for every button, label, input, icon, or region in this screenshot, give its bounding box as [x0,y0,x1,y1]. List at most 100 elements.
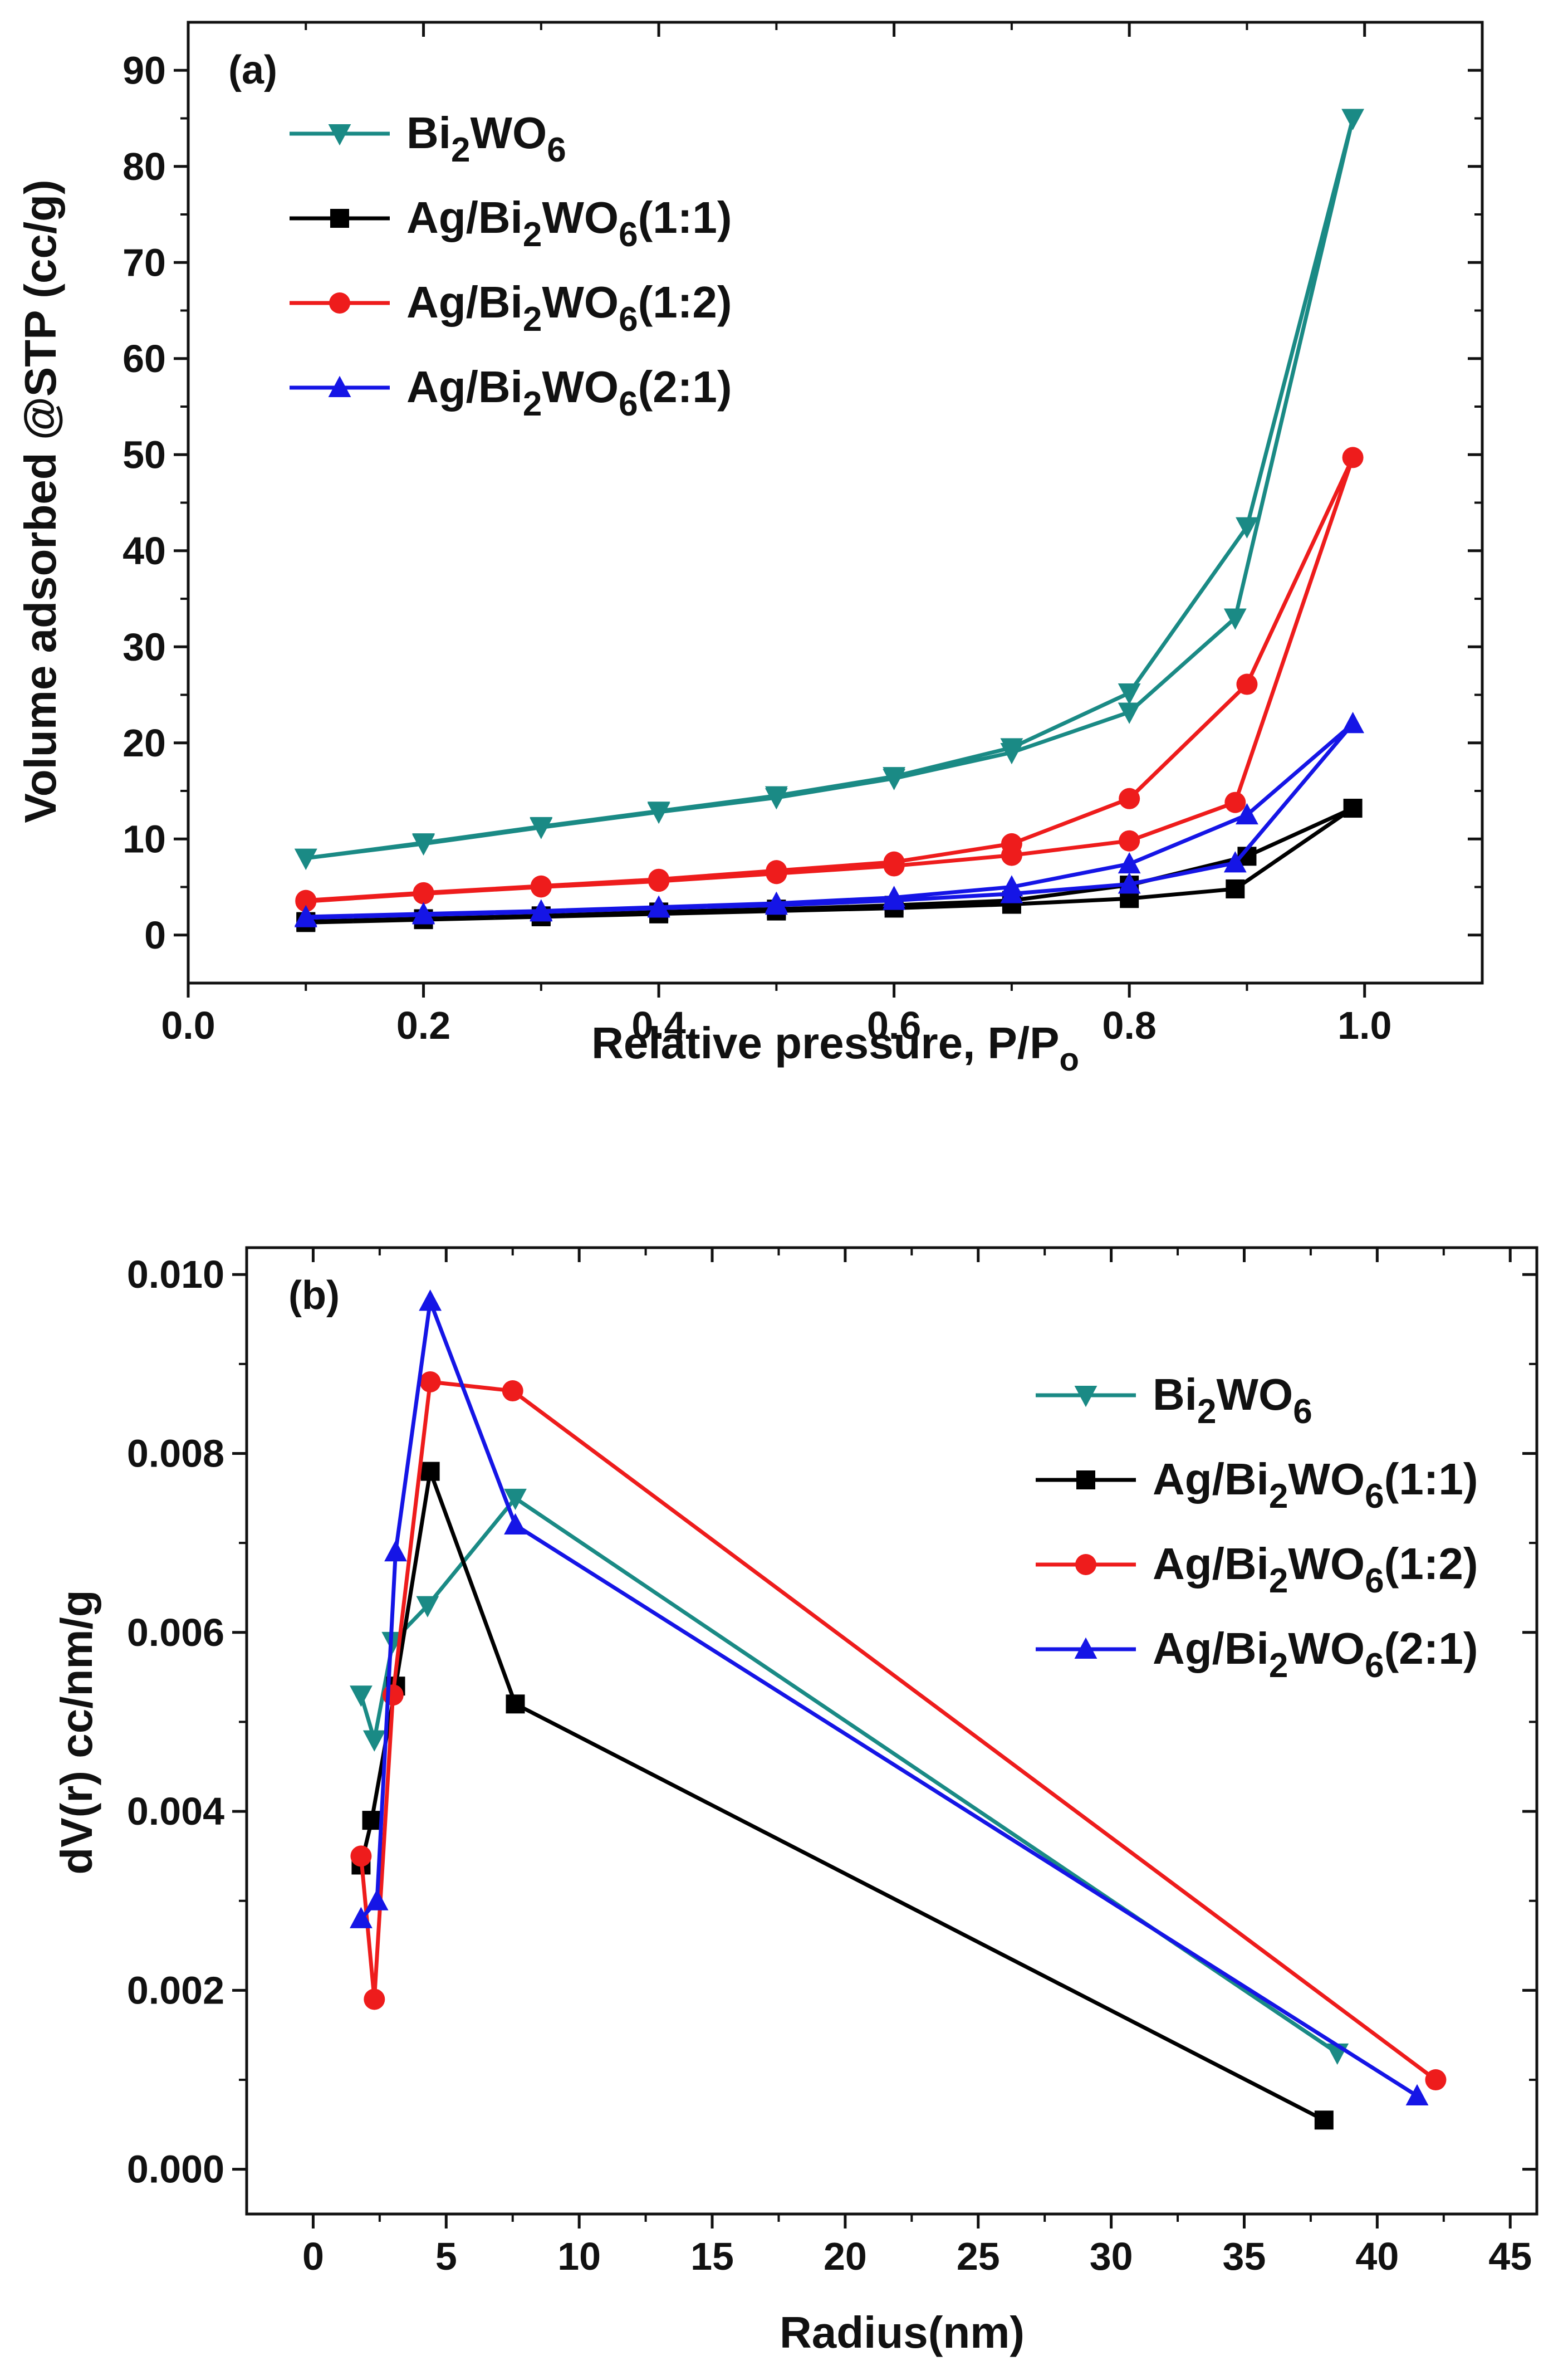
data-point [1226,879,1245,898]
x-tick-label: 5 [435,2235,457,2278]
legend-marker [1074,1386,1097,1408]
data-point [350,1845,372,1867]
x-tick-label: 1.0 [1337,1004,1391,1047]
data-point [1223,851,1247,873]
data-point [765,786,788,808]
y-tick-label: 0 [144,913,166,957]
data-point [412,833,435,855]
data-point [1314,2110,1334,2130]
data-point [362,1730,386,1752]
x-tick-label: 0.4 [631,1004,685,1047]
data-point [350,1685,373,1707]
series-bi2wo6 [294,109,1364,870]
y-tick-label: 60 [122,337,166,380]
data-point [1341,109,1364,130]
x-tick-label: 20 [824,2235,867,2278]
data-point [294,905,317,926]
data-point [294,848,317,870]
legend-entry: Ag/Bi2WO6(1:1) [406,193,732,254]
data-point [1118,683,1141,705]
legend-marker [1076,1470,1095,1489]
data-point [364,1988,385,2010]
plot-frame [245,1246,1538,2216]
data-point [1236,517,1258,539]
data-point [413,882,434,903]
data-point [1341,712,1364,734]
data-point [350,1907,373,1928]
series-line [359,1380,1437,2081]
y-tick-label: 70 [122,241,166,284]
data-point [765,891,788,913]
data-point [419,1371,441,1392]
y-tick-label: 0.006 [127,1611,224,1654]
data-point [647,895,670,917]
data-point [1000,738,1023,760]
series-ag-bi2wo6-1-2- [295,447,1364,912]
x-tick-label: 30 [1090,2235,1133,2278]
series-ag-bi2wo6-2-1- [350,1289,1429,2105]
y-tick-label: 0.000 [127,2148,224,2191]
legend-entry: Ag/Bi2WO6(2:1) [406,362,732,423]
y-tick-label: 40 [122,529,166,573]
data-point [504,1513,527,1535]
data-point [382,1684,404,1706]
data-point [530,875,552,897]
y-tick-label: 20 [122,721,166,765]
y-axis-label: Volume adsorbed @STP (cc/g) [16,179,65,823]
x-tick-label: 0.8 [1102,1004,1157,1047]
panel-b-label: (b) [288,1273,340,1318]
data-point [416,1596,439,1617]
legend-entry: Bi2WO6 [1153,1370,1312,1431]
x-tick-label: 0.6 [867,1004,921,1047]
data-point [1119,830,1140,852]
y-tick-label: 0.010 [127,1253,224,1296]
x-tick-label: 35 [1223,2235,1266,2278]
y-tick-label: 90 [122,48,166,92]
legend-marker [328,375,351,397]
data-point [384,1540,407,1562]
data-point [295,890,317,911]
legend-entry: Bi2WO6 [406,108,566,169]
legend-marker [329,292,350,314]
data-point [504,1488,527,1511]
x-tick-label: 15 [690,2235,734,2278]
data-point [1118,852,1141,874]
legend: Bi2WO6 Ag/Bi2WO6(1:1) Ag/Bi2WO6(1:2) Ag/Bi2… [290,108,732,423]
data-point [1425,2069,1447,2091]
data-point [365,1889,389,1910]
x-axis-label-subscript: o [1060,1042,1079,1078]
legend-entry: Ag/Bi2WO6(2:1) [1153,1624,1478,1685]
legend-marker [328,124,351,146]
data-point [1001,833,1022,854]
data-point [420,1462,440,1481]
legend-entry: Ag/Bi2WO6(1:2) [406,277,732,339]
legend-entry: Ag/Bi2WO6(1:1) [1153,1454,1478,1516]
series-ag-bi2wo6-1-2- [350,1371,1447,2091]
legend-entry: Ag/Bi2WO6(1:2) [1153,1539,1478,1600]
data-point [1119,788,1140,809]
data-point [1224,791,1246,813]
y-tick-label: 30 [122,625,166,668]
data-point [412,902,435,923]
data-point [647,802,670,823]
y-tick-label: 50 [122,433,166,476]
x-tick-label: 0 [302,2235,324,2278]
data-point [1405,2084,1429,2105]
y-tick-label: 80 [122,145,166,188]
data-point [1223,608,1247,630]
legend-marker [1075,1554,1096,1575]
series-ag-bi2wo6-2-1- [294,712,1364,927]
x-tick-label: 25 [957,2235,1000,2278]
x-tick-label: 40 [1355,2235,1399,2278]
data-point [1118,872,1141,894]
y-tick-label: 0.004 [127,1790,224,1833]
panel-a-chart: (a) 0.0 0.2 0.4 0.6 0.8 1.0 0 10 20 30 40 50 60 70 80 9… [16,21,1484,1078]
legend-marker [1074,1637,1097,1659]
data-point [1236,673,1258,695]
x-axis-label: Radius(nm) [780,2308,1025,2357]
y-tick-label: 0.008 [127,1431,224,1475]
data-point [1342,447,1364,468]
x-tick-label: 10 [557,2235,601,2278]
data-point [1236,803,1258,825]
